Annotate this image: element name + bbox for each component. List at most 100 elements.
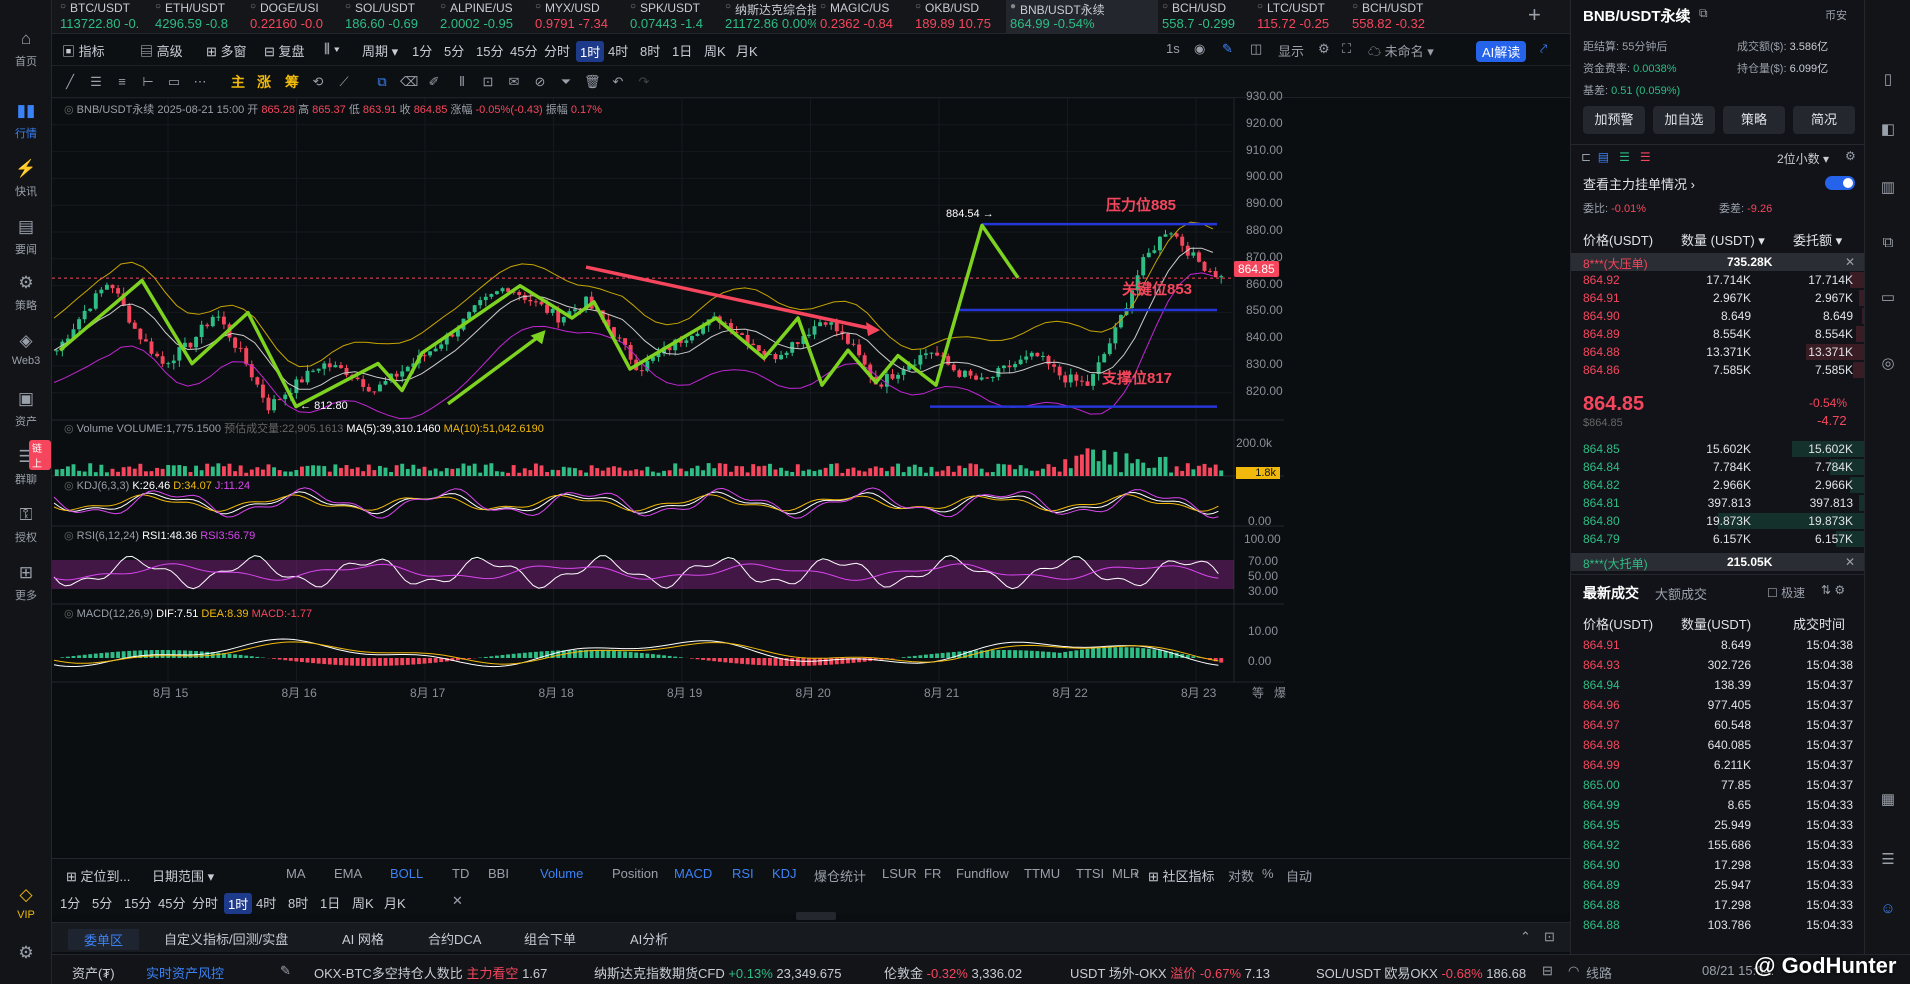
indicator-mlr[interactable]: MLR (1112, 866, 1140, 881)
radar-icon[interactable]: ◎ (1881, 355, 1895, 372)
big-bid-row[interactable]: 8***(大托单) 215.05K ✕ (1571, 553, 1865, 571)
hide-icon[interactable]: ⊘ (534, 74, 546, 89)
indicator-kdj[interactable]: KDJ (772, 866, 797, 881)
indicator-ma[interactable]: MA (286, 866, 306, 881)
brush-icon[interactable]: ✐ (428, 74, 440, 89)
timeframe-5[interactable]: 1时 (576, 41, 605, 62)
ob-header-qty[interactable]: 数量 (USDT) ▾ (1681, 233, 1765, 248)
gold-ticker[interactable]: 伦敦金 -0.32% 3,336.02 (884, 966, 1023, 981)
undo-icon[interactable]: ↶ (612, 74, 624, 89)
close-icon[interactable]: ✕ (1845, 555, 1856, 569)
list-icon[interactable]: ☰ (1881, 851, 1895, 868)
sidebar-item-6[interactable]: ▣ 资产 (15, 389, 37, 428)
main-tool[interactable]: 主 (231, 74, 245, 90)
ask-row[interactable]: 864.86 7.585K 7.585K (1571, 361, 1865, 379)
copy-symbol-icon[interactable]: ⧉ (1699, 6, 1708, 20)
order-tab-0[interactable]: 委单区 (68, 929, 140, 950)
bid-row[interactable]: 864.85 15.602K 15.602K (1571, 440, 1865, 458)
eraser-icon[interactable]: ⌫ (400, 74, 419, 89)
add-tab-icon[interactable]: + (1528, 2, 1541, 27)
timeframe-8[interactable]: 1日 (672, 44, 693, 59)
book-list-icon[interactable]: ⧉ (1882, 234, 1894, 251)
magnet-icon[interactable]: ⫴ (459, 74, 465, 89)
timeframe-6[interactable]: 4时 (608, 44, 629, 59)
log-toggle[interactable]: 对数 (1228, 869, 1255, 884)
chart-area[interactable]: ◎ BNB/USDT永续 2025-08-21 15:00 开 865.28 高… (52, 89, 1570, 854)
add-watchlist-button[interactable]: 加自选 (1653, 106, 1715, 134)
settings-icon[interactable]: ⚙ (1318, 41, 1330, 56)
ob-header-total[interactable]: 委托额 ▾ (1793, 233, 1843, 248)
sidebar-item-3[interactable]: ▤ 要闻 (15, 217, 37, 256)
indicator-position[interactable]: Position (612, 866, 659, 881)
indicator-macd[interactable]: MACD (674, 866, 713, 881)
ticker-item[interactable]: ○ BCH/USD 558.7 -0.299 (1162, 1, 1236, 31)
timeframe2-9[interactable]: 周K (352, 896, 374, 911)
timeframe2-5[interactable]: 1时 (224, 893, 253, 914)
ticker-item[interactable]: ○ BTC/USDT 113722.80 -0. (60, 1, 140, 31)
display-button[interactable]: 显示 (1278, 44, 1305, 59)
bid-row[interactable]: 864.79 6.157K 6.157K (1571, 530, 1865, 548)
timeframe2-8[interactable]: 1日 (320, 896, 341, 911)
order-tab-5[interactable]: AI分析 (630, 932, 669, 947)
support-icon[interactable]: ☺ (1880, 900, 1896, 917)
filter-icon[interactable]: ⏷ (560, 74, 572, 89)
axis-wait[interactable]: 等 (1252, 686, 1265, 700)
strategy-button[interactable]: 策略 (1723, 106, 1785, 134)
interval-label[interactable]: 1s (1166, 41, 1180, 56)
okx-ratio[interactable]: OKX-BTC多空持仓人数比 主力看空 1.67 (314, 966, 548, 981)
book-icon[interactable]: ▯ (1883, 71, 1893, 88)
bid-row[interactable]: 864.82 2.966K 2.966K (1571, 476, 1865, 494)
chart-type-icon[interactable]: ⫼ ▾ (324, 41, 340, 56)
ticker-item[interactable]: ○ ALPINE/US 2.0002 -0.95 (440, 1, 514, 31)
sidebar-item-4[interactable]: ⚙ 策略 (15, 273, 37, 312)
ticker-item[interactable]: ○ BCH/USDT 558.82 -0.32 (1352, 1, 1426, 31)
pencil-icon[interactable]: ✎ (1222, 41, 1233, 56)
chart-canvas[interactable] (52, 98, 1570, 854)
indicator-lsur[interactable]: LSUR (882, 866, 917, 881)
chevron-right-icon[interactable]: › (1134, 866, 1139, 881)
indicator-td[interactable]: TD (452, 866, 470, 881)
sidebar-item-1[interactable]: ▮▮ 行情 (15, 101, 37, 140)
big-ask-row[interactable]: 8***(大压单) 735.28K ✕ (1571, 253, 1865, 271)
timeframe2-2[interactable]: 15分 (124, 896, 152, 911)
timeframe2-4[interactable]: 分时 (192, 896, 219, 911)
order-tab-2[interactable]: AI 网格 (342, 932, 384, 947)
nasdaq-ticker[interactable]: 纳斯达克指数期货CFD +0.13% 23,349.675 (594, 966, 842, 981)
timeframe-7[interactable]: 8时 (640, 44, 661, 59)
redo-icon[interactable]: ↷ (638, 74, 650, 89)
order-tab-1[interactable]: 自定义指标/回测/实盘 (164, 932, 289, 947)
timeframe-0[interactable]: 1分 (412, 44, 433, 59)
ask-row[interactable]: 864.90 8.649 8.649 (1571, 307, 1865, 325)
sidebar-item-5[interactable]: ◈ Web3 (11, 331, 41, 367)
ob-settings-icon[interactable]: ⚙ (1845, 149, 1856, 163)
locate-button[interactable]: ⊞ 定位到... (66, 869, 131, 884)
ob-view-icons[interactable]: ⊏ ▤ ☰ ☰ (1581, 150, 1651, 164)
measure-icon[interactable]: ⟲ (312, 74, 324, 89)
mainforce-toggle[interactable] (1825, 176, 1855, 190)
mainforce-link[interactable]: 查看主力挂单情况 › (1583, 177, 1695, 192)
channel-tool-icon[interactable]: ≡ (118, 74, 126, 89)
indicator-fundflow[interactable]: Fundflow (956, 866, 1009, 881)
replay-button[interactable]: ⊟ 复盘 (264, 44, 305, 59)
trades-icons[interactable]: ⇅ ⚙ (1821, 583, 1846, 597)
ticker-item[interactable]: ○ OKB/USD 189.89 10.75 (915, 1, 991, 31)
sol-ticker[interactable]: SOL/USDT 欧易OKX -0.68% 186.68 (1316, 966, 1527, 981)
sidebar-item-0[interactable]: ⌂ 首页 (15, 29, 37, 68)
indicator-爆仓统计[interactable]: 爆仓统计 (814, 869, 867, 884)
timeframe-3[interactable]: 45分 (510, 44, 538, 59)
copy-icon[interactable]: ⧉ (377, 74, 387, 89)
popout-icon[interactable]: ⊡ (1544, 929, 1555, 944)
trash-icon[interactable]: 🗑 (584, 74, 601, 89)
settings-button[interactable]: ⚙ (0, 942, 52, 967)
ticker-item[interactable]: ○ MAGIC/US 0.2362 -0.84 (820, 1, 894, 31)
collapse-handle[interactable] (796, 912, 836, 920)
add-alert-button[interactable]: 加预警 (1583, 106, 1645, 134)
ruler-icon[interactable]: ⟋ (339, 74, 349, 89)
more-tools-icon[interactable]: ⋯ (193, 74, 207, 89)
hline-tool-icon[interactable]: ☰ (90, 74, 102, 89)
multiwin-button[interactable]: ⊞ 多窗 (206, 44, 247, 59)
ticker-item[interactable]: ○ 纳斯达克综合指 21172.86 0.00% (725, 1, 816, 31)
ask-row[interactable]: 864.89 8.554K 8.554K (1571, 325, 1865, 343)
asset-label[interactable]: 资产(₮) (72, 966, 115, 981)
tab-large-trades[interactable]: 大额成交 (1655, 587, 1708, 602)
